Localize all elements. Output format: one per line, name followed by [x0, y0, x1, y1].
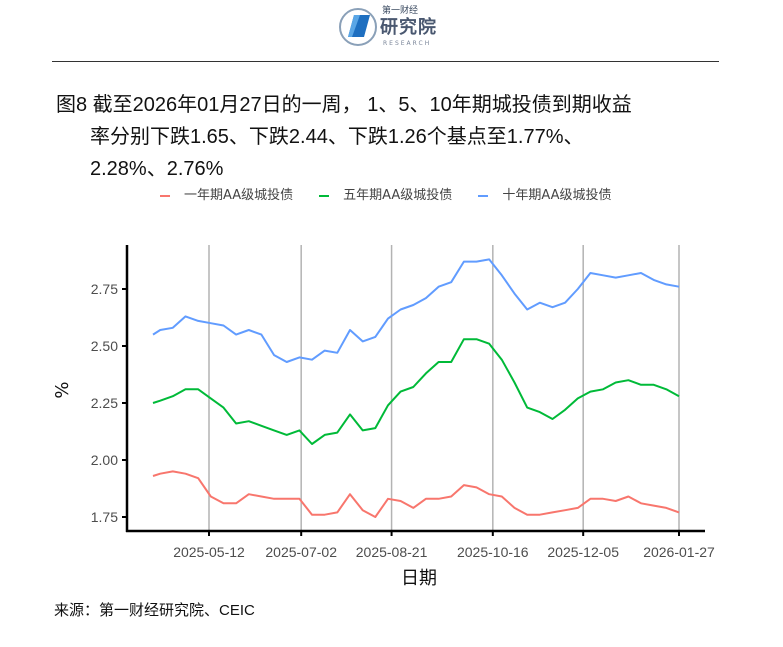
- logo: 第一财经 研究院 RESEARCH: [338, 4, 458, 52]
- legend: 一年期AA级城投债 五年期AA级城投债 十年期AA级城投债: [160, 188, 611, 204]
- legend-swatch: [319, 195, 330, 197]
- legend-item-5y: 五年期AA级城投债: [319, 188, 452, 204]
- title-line-1: 图8 截至2026年01月27日的一周， 1、5、10年期城投债到期收益: [56, 94, 632, 116]
- logo-text-big: 研究院: [380, 17, 437, 38]
- logo-text-small: 第一财经: [382, 6, 419, 16]
- x-tick-label: 2025-12-05: [547, 544, 619, 560]
- y-tick-label: 2.75: [91, 281, 118, 297]
- series-line-3: [152, 258, 680, 363]
- legend-swatch: [160, 195, 170, 197]
- logo-text-en: RESEARCH: [383, 40, 432, 47]
- x-tick-label: 2026-01-27: [643, 544, 715, 560]
- legend-label: 十年期AA级城投债: [502, 188, 612, 203]
- x-axis-title: 日期: [401, 568, 437, 589]
- source-note: 来源：第一财经研究院、CEIC: [54, 602, 255, 619]
- series-line-1: [152, 470, 680, 518]
- legend-item-10y: 十年期AA级城投债: [478, 188, 611, 204]
- x-tick-label: 2025-07-02: [265, 544, 337, 560]
- series-line-2: [152, 338, 680, 445]
- legend-item-1y: 一年期AA级城投债: [160, 188, 293, 204]
- title-line-2: 率分别下跌1.65、下跌2.44、下跌1.26个基点至1.77%、: [90, 126, 584, 148]
- y-tick-label: 2.25: [91, 395, 118, 411]
- legend-swatch: [478, 195, 489, 197]
- y-axis-title: %: [52, 381, 73, 398]
- figure-title: 图8 截至2026年01月27日的一周， 1、5、10年期城投债到期收益 率分别…: [56, 89, 632, 185]
- x-tick-label: 2025-05-12: [173, 544, 245, 560]
- y-tick-label: 2.50: [91, 338, 118, 354]
- title-line-3: 2.28%、2.76%: [90, 158, 224, 180]
- y-tick-label: 1.75: [91, 509, 118, 525]
- legend-label: 一年期AA级城投债: [184, 188, 294, 203]
- x-tick-label: 2025-08-21: [356, 544, 428, 560]
- legend-label: 五年期AA级城投债: [343, 188, 453, 203]
- y-tick-label: 2.00: [91, 452, 118, 468]
- header-divider: [52, 61, 719, 62]
- x-tick-label: 2025-10-16: [457, 544, 529, 560]
- logo-mark-icon: [339, 8, 377, 46]
